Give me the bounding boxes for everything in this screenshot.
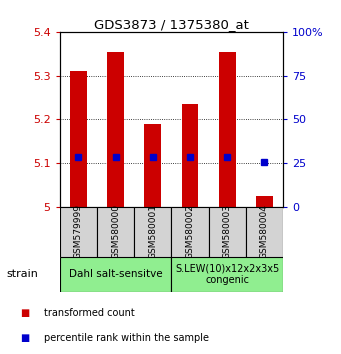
Text: GSM580004: GSM580004 <box>260 204 269 259</box>
Text: ■: ■ <box>20 308 30 318</box>
Text: percentile rank within the sample: percentile rank within the sample <box>44 333 209 343</box>
Text: GSM580003: GSM580003 <box>223 204 232 259</box>
Bar <box>219 52 236 207</box>
Bar <box>171 257 283 292</box>
Bar <box>209 207 246 257</box>
Text: ■: ■ <box>20 333 30 343</box>
Bar <box>246 207 283 257</box>
Title: GDS3873 / 1375380_at: GDS3873 / 1375380_at <box>94 18 249 31</box>
Text: GSM580001: GSM580001 <box>148 204 157 259</box>
Bar <box>60 257 172 292</box>
Text: GSM580000: GSM580000 <box>111 204 120 259</box>
Bar <box>256 196 273 207</box>
Bar <box>182 104 198 207</box>
Bar <box>144 124 161 207</box>
Bar <box>97 207 134 257</box>
Bar <box>107 52 124 207</box>
Text: Dahl salt-sensitve: Dahl salt-sensitve <box>69 269 162 279</box>
Bar <box>134 207 171 257</box>
Text: S.LEW(10)x12x2x3x5
congenic: S.LEW(10)x12x2x3x5 congenic <box>175 263 279 285</box>
Bar <box>171 207 209 257</box>
Text: GSM579999: GSM579999 <box>74 204 83 259</box>
Text: strain: strain <box>7 269 39 279</box>
Bar <box>60 207 97 257</box>
Text: GSM580002: GSM580002 <box>186 204 194 259</box>
Text: transformed count: transformed count <box>44 308 135 318</box>
Bar <box>70 71 87 207</box>
